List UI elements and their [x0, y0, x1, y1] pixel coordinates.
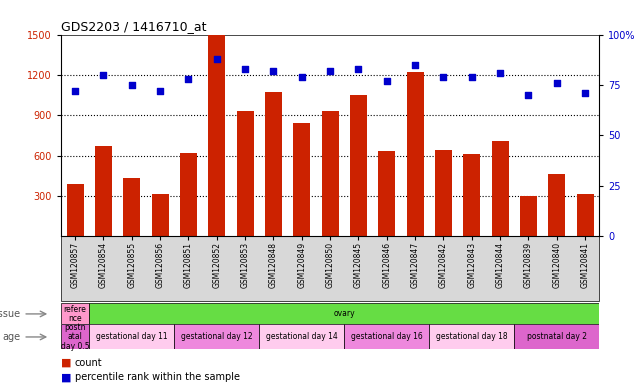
Point: [438, 74, 449, 80]
Point: [580, 90, 590, 96]
Bar: [61, 303, 89, 324]
Bar: [577, 194, 594, 236]
Bar: [344, 324, 429, 349]
Text: count: count: [75, 358, 103, 368]
Point: [495, 70, 505, 76]
Point: [523, 92, 533, 98]
Point: [381, 78, 392, 84]
Bar: [259, 324, 344, 349]
Bar: [514, 324, 599, 349]
Bar: [435, 150, 452, 236]
Text: postnatal day 2: postnatal day 2: [527, 333, 587, 341]
Bar: [123, 178, 140, 236]
Text: gestational day 18: gestational day 18: [436, 333, 508, 341]
Text: GDS2203 / 1416710_at: GDS2203 / 1416710_at: [61, 20, 206, 33]
Bar: [378, 152, 395, 236]
Text: refere
nce: refere nce: [63, 305, 87, 323]
Text: ovary: ovary: [333, 310, 355, 318]
Text: tissue: tissue: [0, 309, 21, 319]
Text: gestational day 12: gestational day 12: [181, 333, 253, 341]
Text: ■: ■: [61, 358, 71, 368]
Point: [212, 56, 222, 62]
Bar: [406, 72, 424, 236]
Point: [240, 66, 250, 72]
Point: [269, 68, 279, 74]
Bar: [95, 146, 112, 236]
Point: [353, 66, 363, 72]
Bar: [520, 196, 537, 236]
Text: age: age: [3, 332, 21, 342]
Bar: [265, 93, 282, 236]
Point: [70, 88, 80, 94]
Bar: [67, 184, 83, 236]
Bar: [429, 324, 514, 349]
Bar: [350, 95, 367, 236]
Bar: [174, 324, 259, 349]
Bar: [61, 324, 89, 349]
Bar: [89, 324, 174, 349]
Bar: [208, 35, 225, 236]
Text: gestational day 16: gestational day 16: [351, 333, 422, 341]
Bar: [548, 174, 565, 236]
Point: [155, 88, 165, 94]
Point: [98, 72, 108, 78]
Bar: [463, 154, 480, 236]
Point: [297, 74, 307, 80]
Bar: [151, 195, 169, 236]
Point: [183, 76, 194, 82]
Bar: [294, 123, 310, 236]
Bar: [322, 111, 338, 236]
Text: percentile rank within the sample: percentile rank within the sample: [75, 372, 240, 382]
Point: [127, 82, 137, 88]
Text: gestational day 11: gestational day 11: [96, 333, 167, 341]
Point: [552, 80, 562, 86]
Text: postn
atal
day 0.5: postn atal day 0.5: [61, 323, 89, 351]
Text: gestational day 14: gestational day 14: [266, 333, 338, 341]
Point: [410, 62, 420, 68]
Text: ■: ■: [61, 372, 71, 382]
Bar: [237, 111, 254, 236]
Point: [325, 68, 335, 74]
Point: [467, 74, 477, 80]
Bar: [492, 141, 509, 236]
Bar: [180, 153, 197, 236]
